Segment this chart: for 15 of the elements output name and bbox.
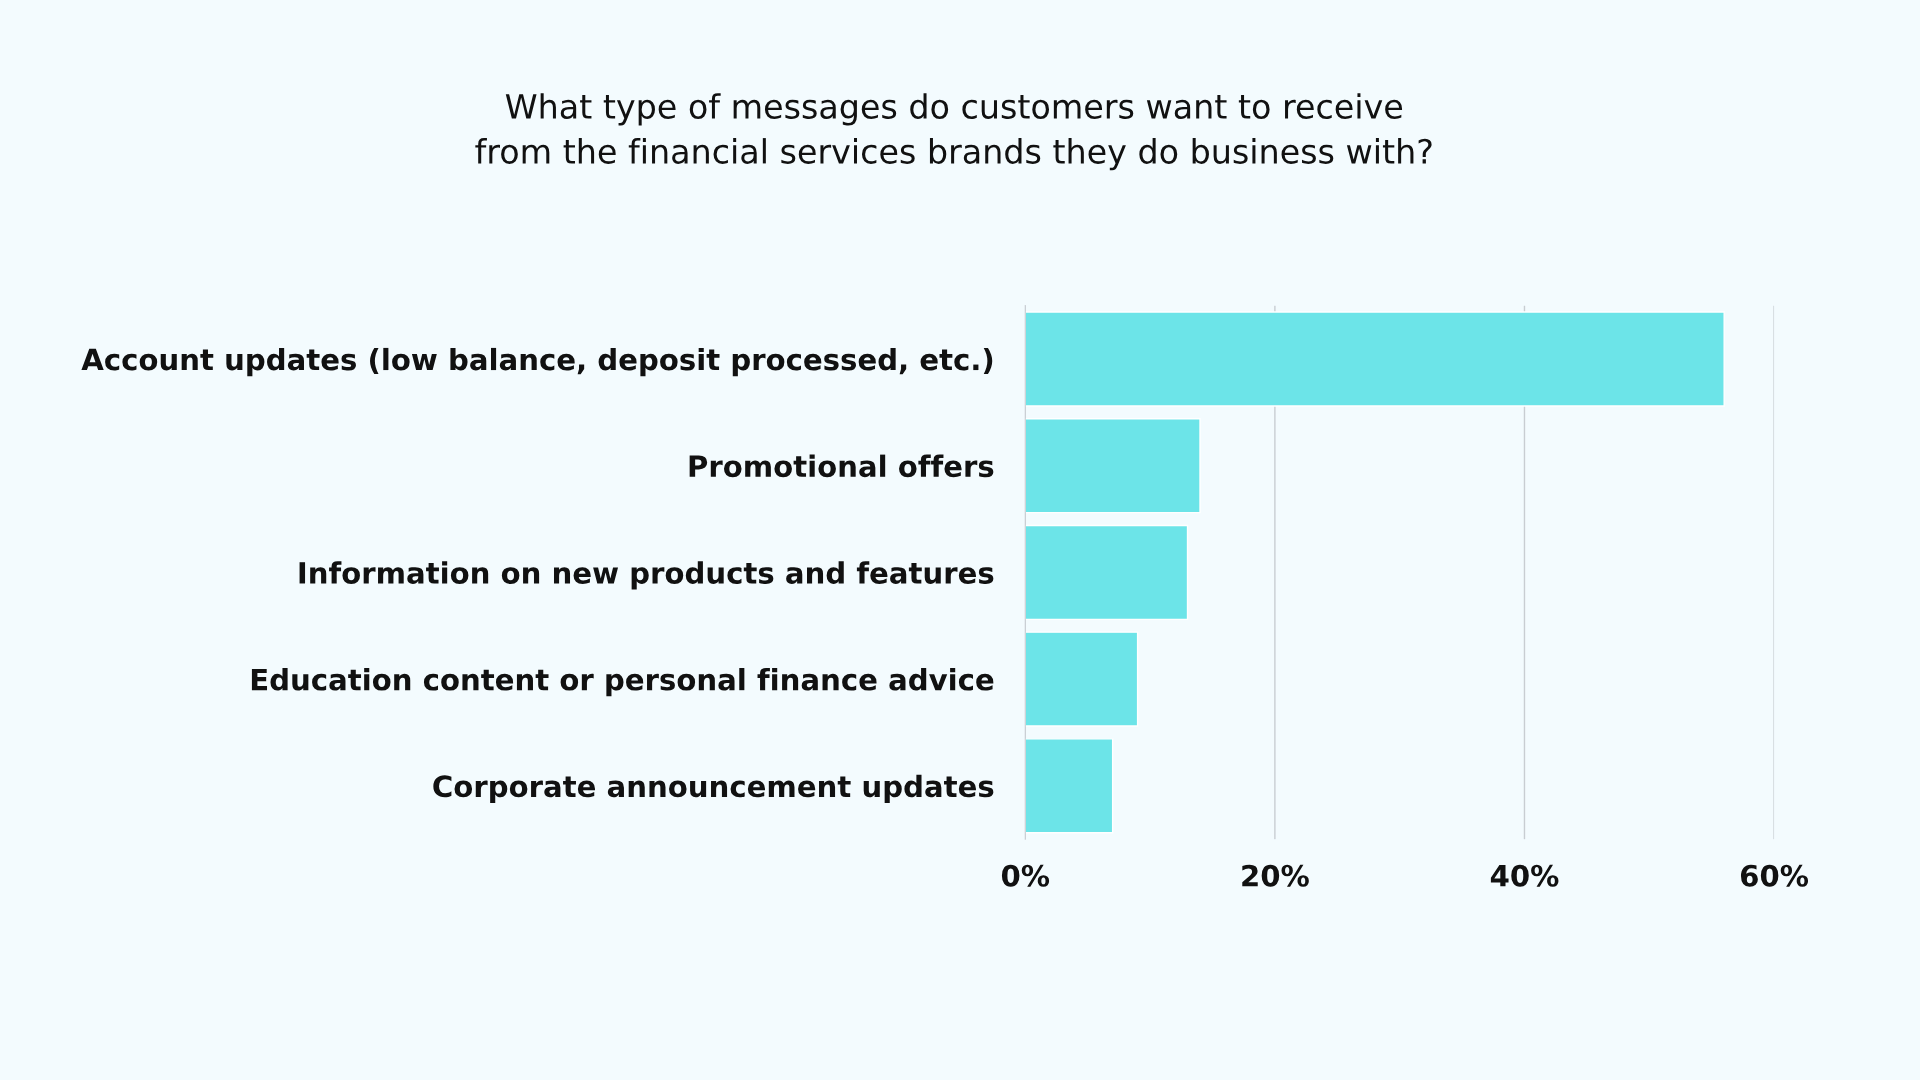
x-tick-label: 60% xyxy=(1740,864,1809,887)
x-tick-label: 20% xyxy=(1242,864,1309,887)
y-tick-label: Promotional offers xyxy=(689,454,994,478)
y-tick-label: Information on new products and features xyxy=(299,561,994,590)
y-tick-label: Corporate announcement updates xyxy=(433,774,994,803)
y-tick-label: Account updates (low balance, deposit processed, etc.) xyxy=(81,347,993,377)
x-tick-label: 40% xyxy=(1490,864,1559,887)
bar xyxy=(1025,311,1725,407)
y-tick-label: Education content or personal finance advice xyxy=(251,668,994,697)
bar xyxy=(1025,524,1189,621)
bar xyxy=(1025,418,1201,514)
x-tick-label: 0% xyxy=(1001,864,1050,887)
bar xyxy=(1025,738,1114,834)
chart-title: What type of messages do customers want to receive from the financial services brands they do business with? xyxy=(475,93,1432,171)
bar xyxy=(1025,631,1139,727)
